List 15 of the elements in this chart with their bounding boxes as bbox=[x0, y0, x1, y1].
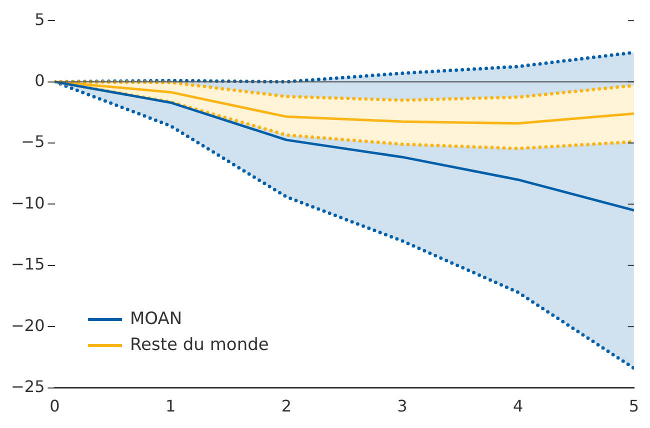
x-tick-label: 0 bbox=[50, 396, 60, 416]
legend-label: Reste du monde bbox=[130, 334, 269, 357]
y-tick-label: −15 bbox=[11, 254, 45, 274]
x-tick-label: 5 bbox=[628, 396, 640, 416]
y-tick-label: −5 bbox=[21, 132, 45, 152]
x-tick-label: 2 bbox=[281, 396, 292, 416]
x-tick-label: 3 bbox=[397, 396, 408, 416]
y-tick-label: −20 bbox=[11, 316, 45, 335]
y-tick-label: 5 bbox=[34, 10, 45, 29]
y-tick-label: 0 bbox=[34, 70, 45, 90]
legend-label: MOAN bbox=[130, 308, 182, 331]
x-tick-label: 4 bbox=[512, 396, 524, 416]
y-tick-label: −10 bbox=[11, 193, 45, 212]
y-tick-label: −25 bbox=[11, 376, 45, 396]
x-tick-label: 1 bbox=[166, 396, 176, 416]
